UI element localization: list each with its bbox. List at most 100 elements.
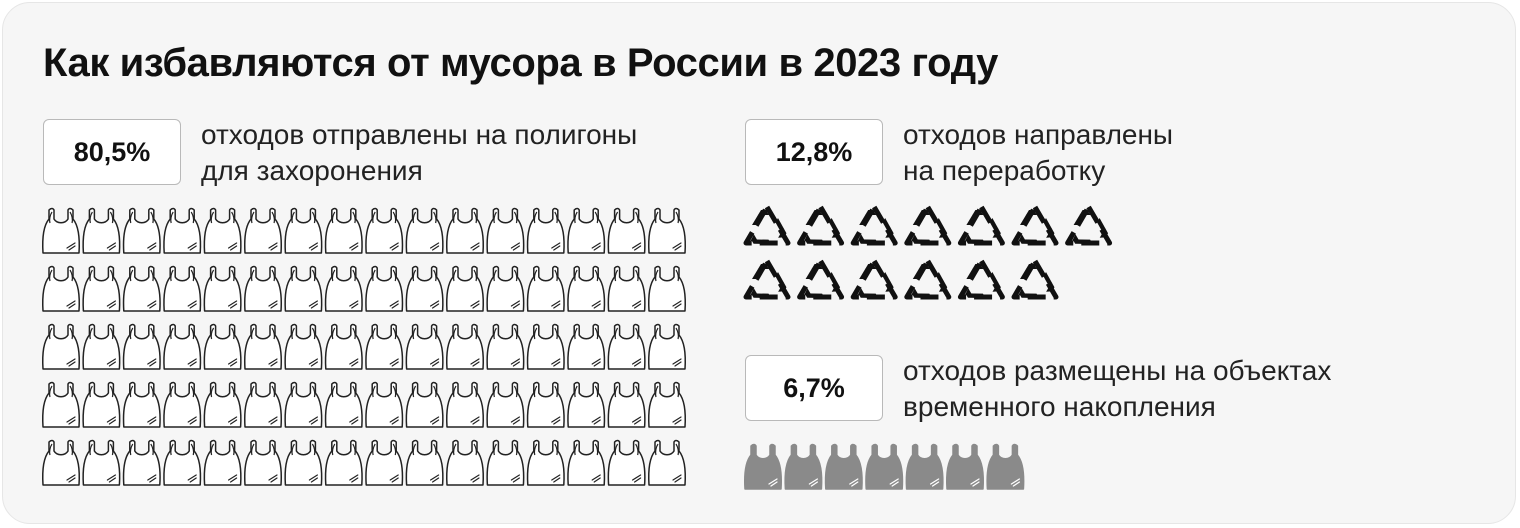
landfill-bag-icon xyxy=(405,439,444,486)
recycling-description-line-2: на переработку xyxy=(903,155,1106,186)
recycle-icon xyxy=(957,258,1005,300)
landfill-bag-icon xyxy=(486,265,525,312)
landfill-bag-icon xyxy=(648,207,686,254)
landfill-bag-icon xyxy=(526,265,565,312)
landfill-bag-icon xyxy=(567,439,606,486)
recycle-icon xyxy=(743,258,791,300)
storage-bag-icon xyxy=(905,443,944,490)
storage-percent-badge: 6,7% xyxy=(745,355,883,421)
recycling-description: отходов направлены на переработку xyxy=(903,117,1423,189)
recycle-icon xyxy=(743,204,791,246)
landfill-bag-icon xyxy=(163,439,202,486)
landfill-bag-icon xyxy=(122,381,161,428)
landfill-bag-icon xyxy=(446,323,484,370)
landfill-bag-icon xyxy=(284,381,323,428)
landfill-bag-icon xyxy=(446,207,484,254)
landfill-bag-icon xyxy=(607,323,646,370)
landfill-bag-icon xyxy=(203,439,242,486)
landfill-bag-icon xyxy=(284,323,323,370)
storage-description-line-2: временного накопления xyxy=(903,391,1216,422)
recycle-icon xyxy=(1011,258,1059,300)
landfill-bag-icon xyxy=(405,207,444,254)
landfill-bag-icon xyxy=(284,265,323,312)
landfill-bag-icon xyxy=(324,381,363,428)
recycle-icon xyxy=(797,258,845,300)
landfill-bag-icon xyxy=(244,265,282,312)
landfill-bag-icon xyxy=(82,207,121,254)
landfill-bag-icon xyxy=(203,381,242,428)
landfill-bag-icon xyxy=(244,439,282,486)
landfill-bag-icon xyxy=(405,323,444,370)
landfill-bag-icon xyxy=(244,207,282,254)
landfill-bag-icon xyxy=(42,439,80,486)
landfill-bag-icon xyxy=(648,265,686,312)
landfill-bag-icon xyxy=(526,381,565,428)
landfill-bag-icon xyxy=(82,381,121,428)
landfill-bag-icon xyxy=(203,323,242,370)
landfill-bag-icon xyxy=(365,207,404,254)
landfill-bag-icon xyxy=(42,207,80,254)
landfill-bag-icon xyxy=(122,323,161,370)
landfill-bag-icon xyxy=(365,439,404,486)
recycle-icon xyxy=(797,204,845,246)
recycling-percent-badge: 12,8% xyxy=(745,119,883,185)
landfill-bag-icon xyxy=(607,381,646,428)
storage-bag-icon xyxy=(744,443,782,490)
storage-bag-icon xyxy=(865,443,904,490)
landfill-bag-icon xyxy=(324,323,363,370)
landfill-bag-icon xyxy=(122,439,161,486)
recycle-icon xyxy=(957,204,1005,246)
recycle-icon xyxy=(850,204,898,246)
landfill-bag-icon xyxy=(42,265,80,312)
storage-bag-icon xyxy=(986,443,1025,490)
landfill-bag-icon xyxy=(607,265,646,312)
landfill-bag-icon xyxy=(284,207,323,254)
landfill-bag-icon xyxy=(526,439,565,486)
landfill-bag-icon xyxy=(648,323,686,370)
landfill-bag-icon xyxy=(163,381,202,428)
landfill-bag-icon xyxy=(607,439,646,486)
landfill-bag-icon xyxy=(648,439,686,486)
landfill-bag-icon xyxy=(42,381,80,428)
landfill-bag-icon xyxy=(567,323,606,370)
storage-bag-icon xyxy=(824,443,863,490)
recycle-icon xyxy=(1065,204,1113,246)
landfill-description-line-1: отходов отправлены на полигоны xyxy=(201,119,638,150)
landfill-bag-icon xyxy=(42,323,80,370)
landfill-bag-icon xyxy=(567,381,606,428)
landfill-bag-icon xyxy=(324,265,363,312)
storage-bag-icon xyxy=(946,443,984,490)
landfill-bag-icon xyxy=(648,381,686,428)
storage-bag-icon xyxy=(784,443,823,490)
storage-description-line-1: отходов размещены на объектах xyxy=(903,355,1332,386)
landfill-bag-icon xyxy=(82,439,121,486)
landfill-bag-icon xyxy=(486,207,525,254)
landfill-bag-icon xyxy=(365,265,404,312)
landfill-percent-badge: 80,5% xyxy=(43,119,181,185)
landfill-bag-icon xyxy=(163,265,202,312)
landfill-bag-icon xyxy=(365,381,404,428)
landfill-bag-icon xyxy=(244,323,282,370)
landfill-bag-icon xyxy=(446,381,484,428)
landfill-bag-icon xyxy=(122,207,161,254)
storage-description: отходов размещены на объектах временного… xyxy=(903,353,1423,425)
landfill-bag-icon xyxy=(486,439,525,486)
landfill-bag-icon xyxy=(526,207,565,254)
recycle-icon xyxy=(904,258,952,300)
landfill-bag-icon xyxy=(82,323,121,370)
landfill-bag-icon xyxy=(446,265,484,312)
pictogram-icons xyxy=(42,204,1113,490)
landfill-bag-icon xyxy=(486,381,525,428)
landfill-bag-icon xyxy=(163,207,202,254)
recycling-description-line-1: отходов направлены xyxy=(903,119,1174,150)
landfill-description-line-2: для захоронения xyxy=(201,155,423,186)
landfill-bag-icon xyxy=(122,265,161,312)
landfill-bag-icon xyxy=(82,265,121,312)
landfill-bag-icon xyxy=(405,265,444,312)
landfill-bag-icon xyxy=(203,265,242,312)
landfill-bag-icon xyxy=(567,207,606,254)
landfill-bag-icon xyxy=(405,381,444,428)
landfill-bag-icon xyxy=(163,323,202,370)
recycle-icon xyxy=(904,204,952,246)
